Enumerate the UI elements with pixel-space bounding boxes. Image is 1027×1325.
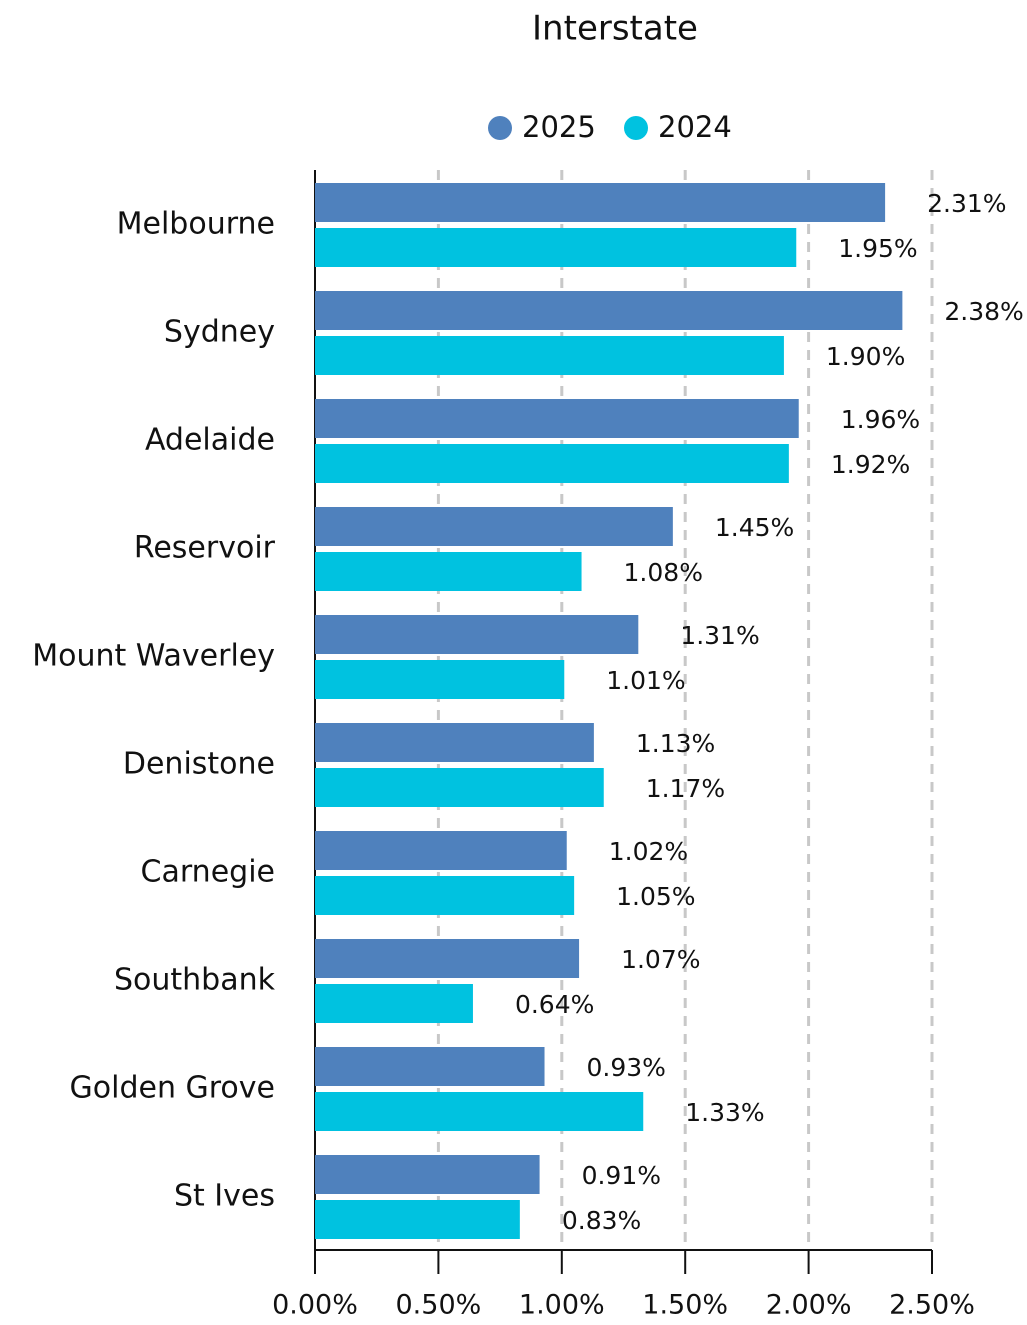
- data-label: 0.93%: [587, 1053, 666, 1082]
- data-label: 1.45%: [715, 513, 794, 542]
- bar: [315, 984, 473, 1023]
- data-label: 1.08%: [624, 558, 703, 587]
- x-tick-label: 1.50%: [642, 1290, 728, 1321]
- x-tick-label: 1.00%: [519, 1290, 605, 1321]
- y-tick-label: St Ives: [174, 1179, 275, 1214]
- bar: [315, 660, 565, 699]
- bar: [315, 1092, 644, 1131]
- x-tick-label: 2.00%: [766, 1290, 852, 1321]
- bar: [315, 939, 580, 978]
- bar: [315, 336, 784, 375]
- data-label: 1.96%: [841, 405, 920, 434]
- bar: [315, 399, 799, 438]
- bar: [315, 552, 582, 591]
- bar: [315, 1047, 545, 1086]
- data-label: 1.92%: [831, 450, 910, 479]
- data-label: 1.17%: [646, 774, 725, 803]
- data-label: 2.38%: [944, 297, 1023, 326]
- data-label: 1.95%: [838, 234, 917, 263]
- x-tick-label: 0.00%: [272, 1290, 358, 1321]
- data-label: 0.83%: [562, 1206, 641, 1235]
- y-tick-label: Sydney: [164, 315, 275, 350]
- y-tick-label: Golden Grove: [70, 1071, 275, 1106]
- data-label: 1.33%: [685, 1098, 764, 1127]
- x-tick-label: 2.50%: [889, 1290, 975, 1321]
- legend-label: 2024: [658, 110, 732, 144]
- y-tick-label: Adelaide: [145, 423, 275, 458]
- data-label: 0.64%: [515, 990, 594, 1019]
- data-label: 1.31%: [680, 621, 759, 650]
- data-label: 1.90%: [826, 342, 905, 371]
- bar: [315, 291, 903, 330]
- bar: [315, 615, 639, 654]
- y-tick-label: Carnegie: [141, 855, 275, 890]
- data-label: 0.91%: [582, 1161, 661, 1190]
- x-tick-label: 0.50%: [396, 1290, 482, 1321]
- bar: [315, 444, 789, 483]
- y-tick-label: Mount Waverley: [32, 639, 275, 674]
- bar: [315, 768, 604, 807]
- y-tick-label: Denistone: [123, 747, 275, 782]
- legend-swatch: [624, 116, 648, 140]
- legend-label: 2025: [522, 110, 596, 144]
- data-label: 1.02%: [609, 837, 688, 866]
- bar: [315, 876, 575, 915]
- data-label: 1.07%: [621, 945, 700, 974]
- data-label: 1.01%: [606, 666, 685, 695]
- y-tick-label: Reservoir: [134, 531, 276, 566]
- data-label: 1.05%: [616, 882, 695, 911]
- y-tick-label: Southbank: [114, 963, 276, 998]
- bar: [315, 1155, 540, 1194]
- data-label: 2.31%: [927, 189, 1006, 218]
- bar: [315, 831, 567, 870]
- legend-swatch: [488, 116, 512, 140]
- bar: [315, 228, 797, 267]
- bar: [315, 723, 594, 762]
- bar: [315, 507, 673, 546]
- chart-title: Interstate: [532, 9, 698, 49]
- y-tick-label: Melbourne: [117, 207, 275, 242]
- bar: [315, 1200, 520, 1239]
- data-label: 1.13%: [636, 729, 715, 758]
- bar: [315, 183, 886, 222]
